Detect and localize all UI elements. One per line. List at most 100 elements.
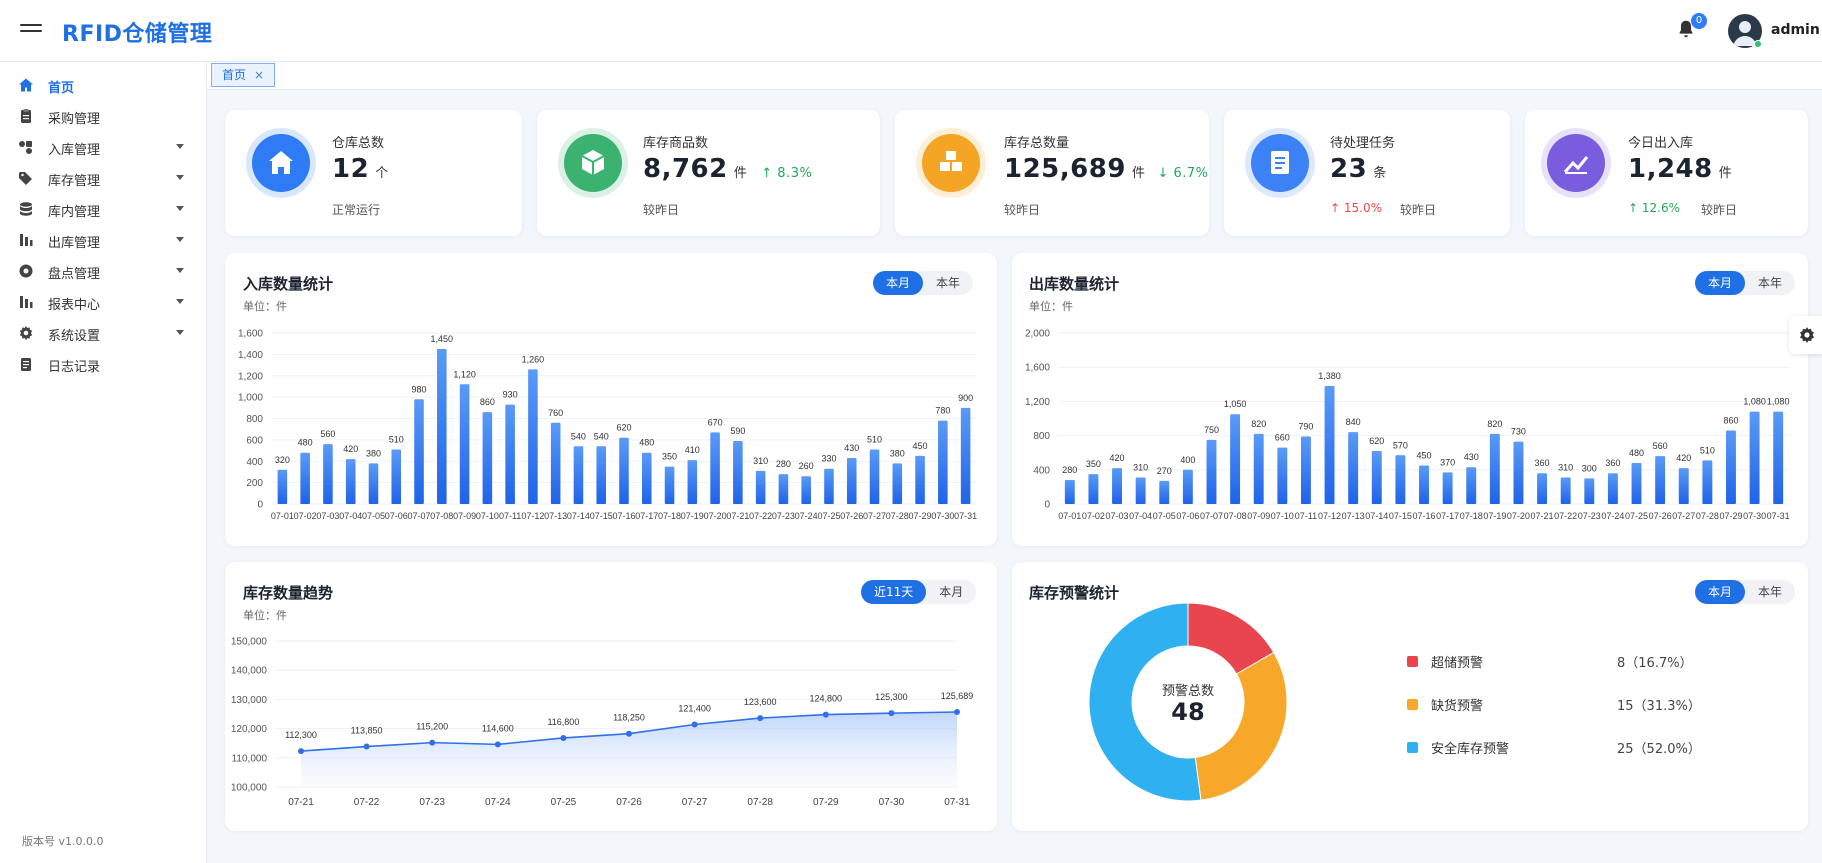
app-title: RFID仓储管理 (62, 22, 213, 47)
x-tick-label: 07-03 (316, 511, 339, 521)
sidebar-item-inbound[interactable]: 入库管理 (0, 132, 207, 162)
x-tick-label: 07-24 (795, 511, 818, 521)
bar (1655, 456, 1666, 504)
menu-toggle-icon[interactable] (20, 24, 42, 38)
x-tick-label: 07-24 (1601, 511, 1624, 521)
sidebar-item-reports[interactable]: 报表中心 (0, 287, 207, 317)
sidebar-item-label: 报表中心 (48, 298, 101, 313)
data-label: 560 (320, 429, 335, 439)
sidebar-item-inventory[interactable]: 库存管理 (0, 163, 207, 193)
data-label: 480 (298, 438, 313, 448)
data-label: 420 (343, 444, 358, 454)
x-tick-label: 07-08 (1224, 511, 1247, 521)
x-tick-label: 07-31 (954, 511, 977, 521)
data-label: 360 (1605, 458, 1620, 468)
sidebar-item-home[interactable]: 首页 (0, 70, 207, 100)
data-label: 820 (1487, 419, 1502, 429)
x-tick-label: 07-16 (612, 511, 635, 521)
unit-label: 单位：件 (243, 300, 287, 313)
data-label: 1,450 (431, 334, 454, 344)
toggle-month[interactable]: 本月 (1695, 271, 1746, 295)
y-tick-label: 0 (1044, 500, 1050, 511)
data-label: 370 (1440, 457, 1455, 467)
tag-icon (18, 170, 34, 186)
bar (1419, 465, 1429, 504)
sidebar-item-settings[interactable]: 系统设置 (0, 318, 207, 348)
y-tick-label: 200 (246, 478, 263, 489)
bar (1702, 460, 1713, 504)
warning-donut-chart (1088, 602, 1288, 802)
data-label: 310 (753, 456, 768, 466)
y-tick-label: 800 (246, 414, 263, 425)
donut-center-label: 预警总数 (1161, 684, 1214, 699)
data-label: 350 (1086, 459, 1101, 469)
data-label: 380 (890, 448, 905, 458)
x-tick-label: 07-12 (521, 511, 544, 521)
legend-swatch (1407, 699, 1418, 710)
toggle-year[interactable]: 本年 (1758, 276, 1783, 290)
data-label: 1,080 (1743, 397, 1766, 407)
settings-float-button[interactable] (1789, 316, 1822, 354)
chevron-down-icon (176, 237, 184, 242)
sidebar-item-logs[interactable]: 日志记录 (0, 349, 207, 379)
legend-swatch (1407, 656, 1418, 667)
data-label: 420 (1110, 453, 1125, 463)
chevron-down-icon (176, 268, 184, 273)
data-label: 1,260 (522, 354, 545, 364)
data-label: 330 (821, 454, 836, 464)
toggle-month[interactable]: 本月 (1695, 580, 1746, 604)
close-icon[interactable]: × (254, 68, 265, 82)
bar (1678, 468, 1689, 504)
sidebar-item-stocktake[interactable]: 盘点管理 (0, 256, 207, 286)
toggle-year[interactable]: 本年 (1758, 585, 1783, 599)
toggle-month[interactable]: 本月 (939, 585, 964, 599)
y-tick-label: 400 (246, 457, 263, 468)
period-toggle: 近11天 本月 (861, 580, 977, 604)
toggle-last11[interactable]: 近11天 (861, 580, 927, 604)
period-toggle: 本月 本年 (1695, 580, 1796, 604)
bar (391, 449, 402, 504)
x-tick-label: 07-11 (1295, 511, 1317, 521)
data-point (888, 710, 895, 717)
bar (1206, 439, 1217, 504)
bar (710, 432, 720, 504)
home-icon (18, 77, 34, 93)
tab-bar: 首页 × (207, 62, 1822, 90)
legend-item: 安全库存预警 (1407, 738, 1509, 757)
version-label: 版本号 v1.0.0.0 (22, 835, 104, 848)
data-label: 750 (1204, 425, 1219, 435)
bar (1324, 386, 1335, 504)
chevron-down-icon (176, 144, 184, 149)
data-label: 125,689 (941, 691, 974, 701)
sidebar-item-internal[interactable]: 库内管理 (0, 194, 207, 224)
x-tick-label: 07-18 (1460, 511, 1483, 521)
stat-label: 待处理任务 (1330, 136, 1396, 151)
toggle-year[interactable]: 本年 (936, 276, 961, 290)
user-name[interactable]: admin (1771, 22, 1820, 38)
x-tick-label: 07-28 (747, 797, 773, 808)
data-label: 125,300 (875, 692, 908, 702)
data-label: 930 (503, 390, 518, 400)
bar (778, 474, 789, 504)
data-label: 300 (1582, 463, 1597, 473)
notification-bell-icon[interactable]: 0 (1675, 13, 1707, 42)
user-avatar[interactable] (1728, 14, 1762, 48)
data-label: 113,850 (351, 726, 383, 736)
x-tick-label: 07-10 (476, 511, 499, 521)
x-tick-label: 07-11 (499, 511, 521, 521)
sidebar-item-purchase[interactable]: 采购管理 (0, 101, 207, 131)
x-tick-label: 07-15 (590, 511, 613, 521)
tab-home[interactable]: 首页 × (211, 63, 276, 87)
toggle-month[interactable]: 本月 (873, 271, 924, 295)
bar (1442, 472, 1453, 504)
x-tick-label: 07-13 (1342, 511, 1365, 521)
sidebar-item-label: 库内管理 (48, 205, 101, 220)
donut-center-value: 48 (1171, 698, 1205, 726)
bar (1088, 474, 1099, 504)
bar (1726, 430, 1736, 504)
y-tick-label: 1,600 (1025, 363, 1050, 374)
sidebar-item-outbound[interactable]: 出库管理 (0, 225, 207, 255)
y-tick-label: 800 (1033, 431, 1050, 442)
bar (573, 446, 584, 504)
tab-label: 首页 (222, 68, 247, 82)
